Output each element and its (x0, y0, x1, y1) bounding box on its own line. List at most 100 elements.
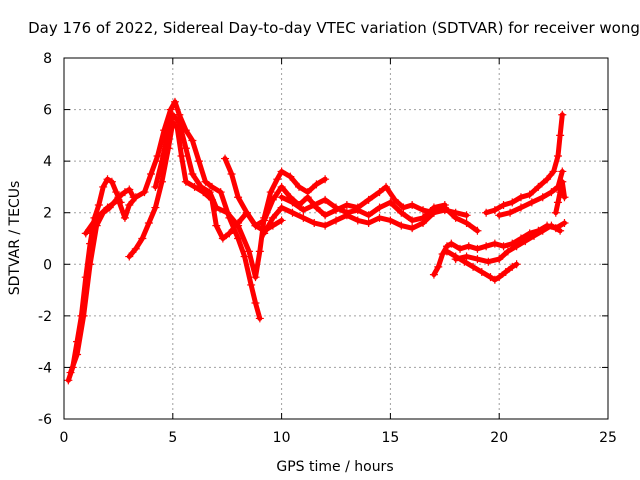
data-point (556, 131, 565, 140)
data-point (120, 188, 129, 197)
data-point (538, 193, 547, 202)
data-point (277, 193, 286, 202)
data-point (140, 188, 149, 197)
data-point (375, 203, 384, 212)
data-point (244, 247, 253, 256)
data-point (419, 206, 428, 215)
data-point (277, 203, 286, 212)
data-point (107, 177, 116, 186)
data-point (547, 221, 556, 230)
data-point (81, 229, 90, 238)
data-point (125, 252, 134, 261)
data-point (138, 234, 147, 243)
data-point (288, 208, 297, 217)
data-point (86, 239, 95, 248)
data-point (260, 229, 269, 238)
data-point (508, 262, 517, 271)
data-point (103, 203, 112, 212)
data-point (321, 175, 330, 184)
data-point (508, 239, 517, 248)
data-point (495, 273, 504, 282)
data-point (501, 268, 510, 277)
x-axis-label: GPS time / hours (276, 459, 393, 475)
data-point (216, 188, 225, 197)
series-arc-8 (279, 194, 448, 223)
data-point (516, 193, 525, 202)
data-point (303, 193, 312, 202)
data-point (242, 208, 251, 217)
series-arc-7 (261, 205, 470, 236)
data-point (462, 211, 471, 220)
data-point (556, 226, 565, 235)
data-point (549, 167, 558, 176)
data-point (268, 195, 277, 204)
data-point (234, 234, 243, 243)
data-point (558, 177, 567, 186)
data-point (251, 273, 260, 282)
data-point (560, 219, 569, 228)
data-point (462, 252, 471, 261)
y-tick-label: -6 (38, 412, 52, 428)
data-point (164, 126, 173, 135)
series-arc-12 (483, 112, 565, 216)
data-point (558, 167, 567, 176)
data-point (456, 244, 465, 253)
data-point (551, 208, 560, 217)
data-point (386, 216, 395, 225)
data-point (364, 219, 373, 228)
series-arc-13 (496, 169, 565, 218)
y-tick-label: 6 (43, 103, 52, 119)
data-point (103, 175, 112, 184)
data-point (255, 247, 264, 256)
data-point (201, 177, 210, 186)
chart-title: Day 176 of 2022, Sidereal Day-to-day VTE… (28, 19, 640, 37)
data-point (151, 182, 160, 191)
data-point (419, 213, 428, 222)
data-point (223, 208, 232, 217)
data-point (225, 229, 234, 238)
data-point (299, 206, 308, 215)
y-tick-label: 0 (43, 257, 52, 273)
data-point (473, 244, 482, 253)
data-point (447, 239, 456, 248)
data-point (147, 170, 156, 179)
data-point (364, 195, 373, 204)
data-point (397, 208, 406, 217)
data-point (266, 188, 275, 197)
data-point (251, 221, 260, 230)
data-point (516, 234, 525, 243)
data-point (92, 213, 101, 222)
data-point (508, 198, 517, 207)
data-point (375, 213, 384, 222)
data-point (525, 229, 534, 238)
x-tick-label: 15 (381, 430, 399, 446)
data-point (268, 213, 277, 222)
y-tick-label: -4 (38, 360, 52, 376)
data-point (332, 216, 340, 225)
data-point (221, 154, 230, 163)
data-point (288, 198, 297, 207)
data-point (112, 188, 121, 197)
data-point (125, 185, 134, 194)
y-axis-ticks: -6 -4 -2 0 2 4 6 8 (38, 51, 608, 428)
data-point (397, 221, 406, 230)
data-point (477, 268, 486, 277)
data-point (429, 203, 438, 212)
data-point (460, 257, 469, 266)
data-point (255, 314, 264, 323)
data-point (218, 234, 227, 243)
data-point (64, 376, 73, 385)
data-point (157, 157, 166, 166)
data-point (451, 208, 460, 217)
data-point (525, 190, 534, 199)
data-point (451, 255, 460, 264)
data-point (247, 280, 256, 289)
data-point (551, 224, 560, 233)
data-point (175, 118, 184, 127)
data-point (506, 208, 515, 217)
data-point (240, 252, 249, 261)
data-point (207, 195, 216, 204)
data-point (521, 237, 530, 246)
data-point (553, 151, 562, 160)
